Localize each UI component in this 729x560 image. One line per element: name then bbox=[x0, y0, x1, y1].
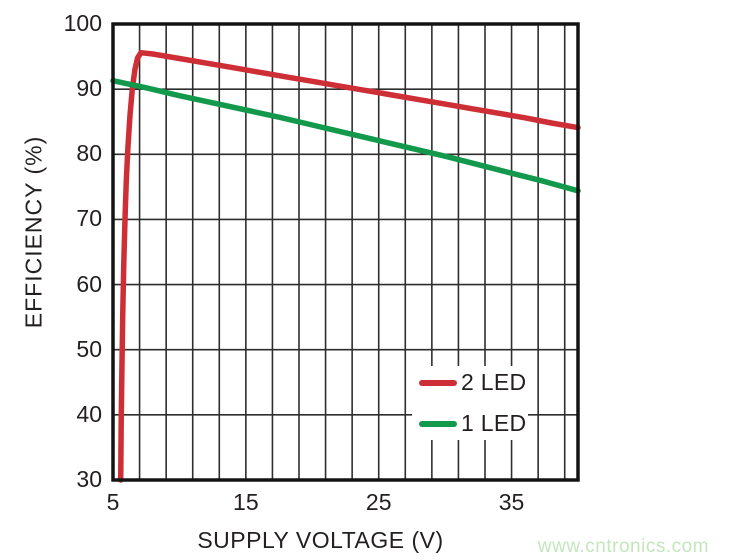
legend-item-2led: 2 LED bbox=[419, 369, 528, 395]
x-tick-label: 25 bbox=[365, 489, 392, 515]
legend-label-1led: 1 LED bbox=[461, 410, 527, 436]
y-tick-label: 30 bbox=[76, 465, 102, 492]
x-axis-title: SUPPLY VOLTAGE (V) bbox=[197, 527, 444, 553]
legend-item-1led: 1 LED bbox=[419, 410, 528, 436]
y-tick-label: 100 bbox=[63, 9, 102, 36]
y-tick-label: 90 bbox=[76, 75, 102, 102]
series-line-2-led bbox=[117, 49, 581, 483]
x-tick-label: 35 bbox=[498, 489, 525, 515]
series-line-1-led bbox=[110, 77, 581, 194]
y-tick-label: 40 bbox=[76, 400, 102, 427]
x-tick-label: 5 bbox=[106, 489, 120, 515]
y-tick-label: 70 bbox=[76, 205, 102, 232]
legend: 2 LED 1 LED bbox=[412, 366, 528, 440]
legend-swatch-1led-line bbox=[419, 420, 457, 427]
y-tick-label: 80 bbox=[76, 140, 102, 167]
y-tick-label: 50 bbox=[76, 335, 102, 362]
legend-label-2led: 2 LED bbox=[461, 369, 527, 395]
x-tick-label: 15 bbox=[233, 489, 259, 515]
y-tick-label: 60 bbox=[76, 270, 102, 297]
y-axis-title: EFFICIENCY (%) bbox=[20, 135, 47, 329]
legend-swatch-2led-line bbox=[419, 379, 457, 386]
watermark: www.cntronics.com bbox=[537, 536, 709, 557]
plot-border bbox=[111, 22, 580, 482]
